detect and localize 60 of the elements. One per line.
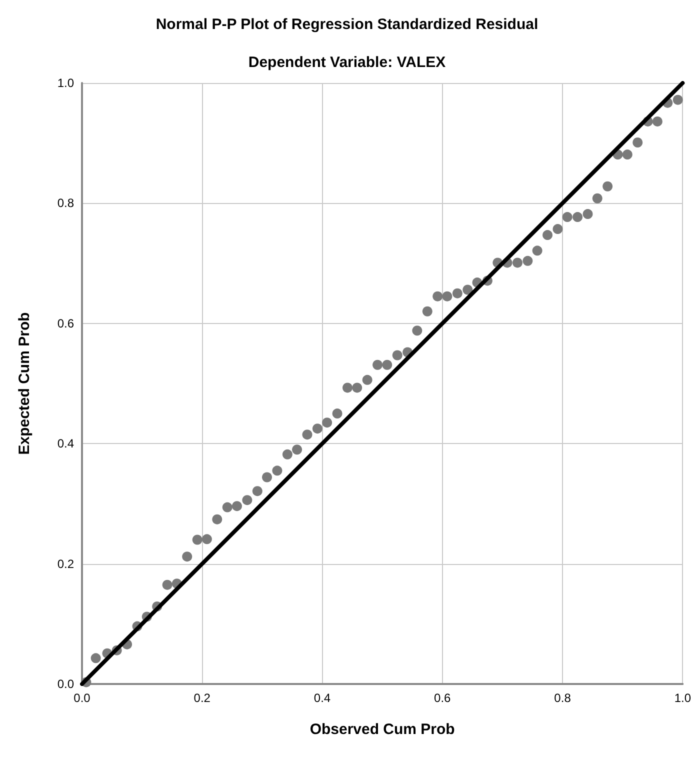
point (422, 306, 432, 316)
point (202, 534, 212, 544)
point (432, 291, 443, 302)
y-tick-label: 0.4 (57, 436, 74, 451)
y-axis-title: Expected Cum Prob (16, 312, 33, 455)
point (382, 360, 392, 370)
x-tick-label: 0.6 (434, 691, 452, 705)
point (222, 502, 232, 512)
point (462, 284, 473, 295)
point (372, 360, 383, 370)
x-tick-label: 0.2 (194, 691, 211, 705)
point (242, 495, 252, 506)
x-axis-title: Observed Cum Prob (310, 721, 455, 738)
point (532, 246, 542, 256)
y-tick-label: 0.2 (57, 556, 74, 571)
point (252, 486, 262, 496)
x-tick-label: 0.0 (74, 691, 91, 705)
point (622, 150, 632, 160)
point (212, 514, 222, 524)
point (282, 449, 292, 460)
point (542, 230, 553, 240)
point (292, 444, 302, 455)
point (442, 291, 452, 302)
point (162, 580, 172, 590)
point (632, 138, 643, 148)
chart-title: Normal P-P Plot of Regression Standardized Residual (156, 16, 538, 33)
point (552, 224, 563, 234)
point (582, 209, 593, 220)
point (182, 552, 192, 562)
y-tick-label: 0.0 (57, 677, 74, 691)
point (90, 653, 101, 664)
point (362, 374, 372, 385)
y-tick-label: 0.6 (57, 316, 74, 330)
point (602, 181, 613, 192)
y-tick-label: 0.8 (57, 196, 74, 210)
point (232, 501, 242, 512)
point (332, 408, 342, 419)
point (412, 326, 422, 336)
point (452, 288, 462, 298)
point (592, 193, 602, 204)
point (322, 418, 332, 428)
point (392, 350, 402, 360)
x-tick-label: 0.4 (314, 691, 331, 705)
point (522, 256, 533, 266)
point (652, 116, 662, 126)
point (192, 534, 202, 545)
point (562, 212, 572, 222)
point (572, 212, 583, 222)
point (312, 424, 322, 434)
point (342, 382, 352, 393)
x-tick-label: 0.8 (554, 691, 572, 705)
point (672, 94, 683, 105)
point (302, 430, 312, 440)
x-tick-label: 1.0 (674, 691, 692, 705)
point (512, 258, 522, 268)
y-tick-label: 1.0 (57, 76, 74, 90)
point (352, 382, 362, 393)
point (262, 472, 272, 482)
point (272, 466, 282, 476)
chart-subtitle: Dependent Variable: VALEX (248, 54, 446, 71)
